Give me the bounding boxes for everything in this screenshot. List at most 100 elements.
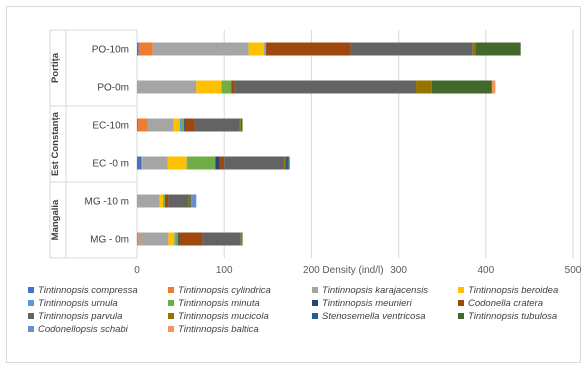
category-label: PO-0m (97, 83, 129, 94)
bar-segment (202, 232, 241, 246)
legend-label: Tintinnopsis meunieri (322, 297, 412, 309)
x-tick-label: 0 (134, 265, 140, 276)
bars (137, 42, 521, 246)
category-label: EC-10m (92, 121, 129, 132)
bar-segment (240, 232, 242, 246)
bar-segment (141, 156, 143, 170)
bar-segment (239, 118, 241, 132)
bar-segment (184, 118, 195, 132)
bar-segment (472, 42, 476, 56)
legend-label: Stenosemella ventricosa (322, 310, 426, 322)
group-label: Portița (50, 52, 61, 83)
bar-segment (138, 42, 153, 56)
x-tick-label: 300 (390, 265, 407, 276)
bar-segment (234, 80, 417, 94)
group-labels: Portița Est Constanța Mangalia (49, 29, 137, 259)
legend-item: Tintinnopsis tubulosa (458, 310, 578, 322)
legend-swatch (312, 313, 318, 319)
bar-segment (285, 156, 289, 170)
category-label: MG -10 m (85, 197, 129, 208)
bar-segment (159, 194, 164, 208)
legend-label: Tintinnopsis karajacensis (322, 284, 429, 296)
legend-swatch (312, 300, 318, 306)
bar-segment (187, 156, 216, 170)
legend-label: Tintinnopsis mucicola (178, 310, 269, 322)
legend-item: Tintinnopsis karajacensis (312, 284, 458, 296)
bar-segment (137, 118, 148, 132)
legend-label: Tintinnopsis beroidea (468, 284, 559, 296)
category-labels: PO-10m PO-0m EC-10m EC -0 m MG -10 m MG - 0m (85, 45, 129, 246)
x-axis-label: Density (ind/l) (322, 265, 383, 276)
bar-segment (174, 232, 176, 246)
bar-segment (137, 80, 138, 94)
bar-segment (137, 232, 139, 246)
x-tick-label: 100 (216, 265, 233, 276)
group-label: Mangalia (50, 199, 61, 240)
legend-swatch (28, 300, 34, 306)
legend-swatch (168, 287, 174, 293)
bar-segment (177, 232, 179, 246)
legend-label: Tintinnopsis urnula (38, 297, 118, 309)
bar-segment (167, 156, 187, 170)
bar-segment (137, 80, 197, 94)
bar-segment (142, 156, 168, 170)
legend-label: Tintinnopsis cylindrica (178, 284, 271, 296)
bar-segment (147, 118, 174, 132)
legend-swatch (168, 326, 174, 332)
legend-item: Tintinnopsis beroidea (458, 284, 578, 296)
legend: Tintinnopsis compressa Tintinnopsis cylin… (28, 284, 578, 335)
bar-segment (224, 156, 284, 170)
legend-swatch (458, 313, 464, 319)
bar-segment (189, 194, 191, 208)
bar-segment (283, 156, 286, 170)
legend-item: Tintinnopsis minuta (168, 297, 312, 309)
bar-segment (240, 118, 243, 132)
legend-swatch (458, 287, 464, 293)
legend-item: Tintinnopsis baltica (168, 323, 312, 335)
bar-segment (191, 194, 197, 208)
bar-segment (431, 80, 492, 94)
bar-segment (288, 156, 290, 170)
legend-label: Codonellopsis schabi (38, 323, 128, 335)
legend-item: Tintinnopsis cylindrica (168, 284, 312, 296)
bar-segment (137, 42, 139, 56)
legend-swatch (458, 300, 464, 306)
bar-segment (188, 194, 190, 208)
bar-segment (265, 42, 267, 56)
chart-frame (6, 6, 581, 363)
bar-segment (184, 118, 185, 132)
legend-label: Codonella cratera (468, 297, 543, 309)
legend-swatch (28, 313, 34, 319)
bar-segment (219, 156, 225, 170)
group-label: Est Constanța (50, 111, 61, 176)
bar-segment (178, 232, 203, 246)
category-label: EC -0 m (92, 159, 129, 170)
bar-segment (194, 118, 240, 132)
legend-label: Tintinnopsis parvula (38, 310, 123, 322)
bar-segment (173, 118, 180, 132)
bar-segment (138, 232, 169, 246)
legend-item: Codonella cratera (458, 297, 578, 309)
legend-label: Tintinnopsis tubulosa (468, 310, 558, 322)
x-tick-label: 400 (477, 265, 494, 276)
legend-swatch (28, 326, 34, 332)
bar-segment (350, 42, 473, 56)
bar-segment (241, 232, 243, 246)
bar-segment (137, 194, 160, 208)
bar-segment (231, 80, 235, 94)
bar-segment (163, 194, 165, 208)
legend-item: Tintinnopsis parvula (28, 310, 168, 322)
x-tick-labels: 0 100 200 300 400 500 (134, 265, 582, 276)
bar-segment (416, 80, 432, 94)
category-label: PO-10m (92, 45, 129, 56)
bar-segment (221, 80, 232, 94)
legend-item: Tintinnopsis mucicola (168, 310, 312, 322)
gridlines (136, 30, 574, 258)
bar-segment (179, 118, 182, 132)
bar-segment (165, 194, 169, 208)
bar-segment (137, 194, 138, 208)
legend-swatch (312, 287, 318, 293)
bar-segment (164, 194, 166, 208)
legend-swatch (168, 313, 174, 319)
legend-label: Tintinnopsis compressa (38, 284, 138, 296)
